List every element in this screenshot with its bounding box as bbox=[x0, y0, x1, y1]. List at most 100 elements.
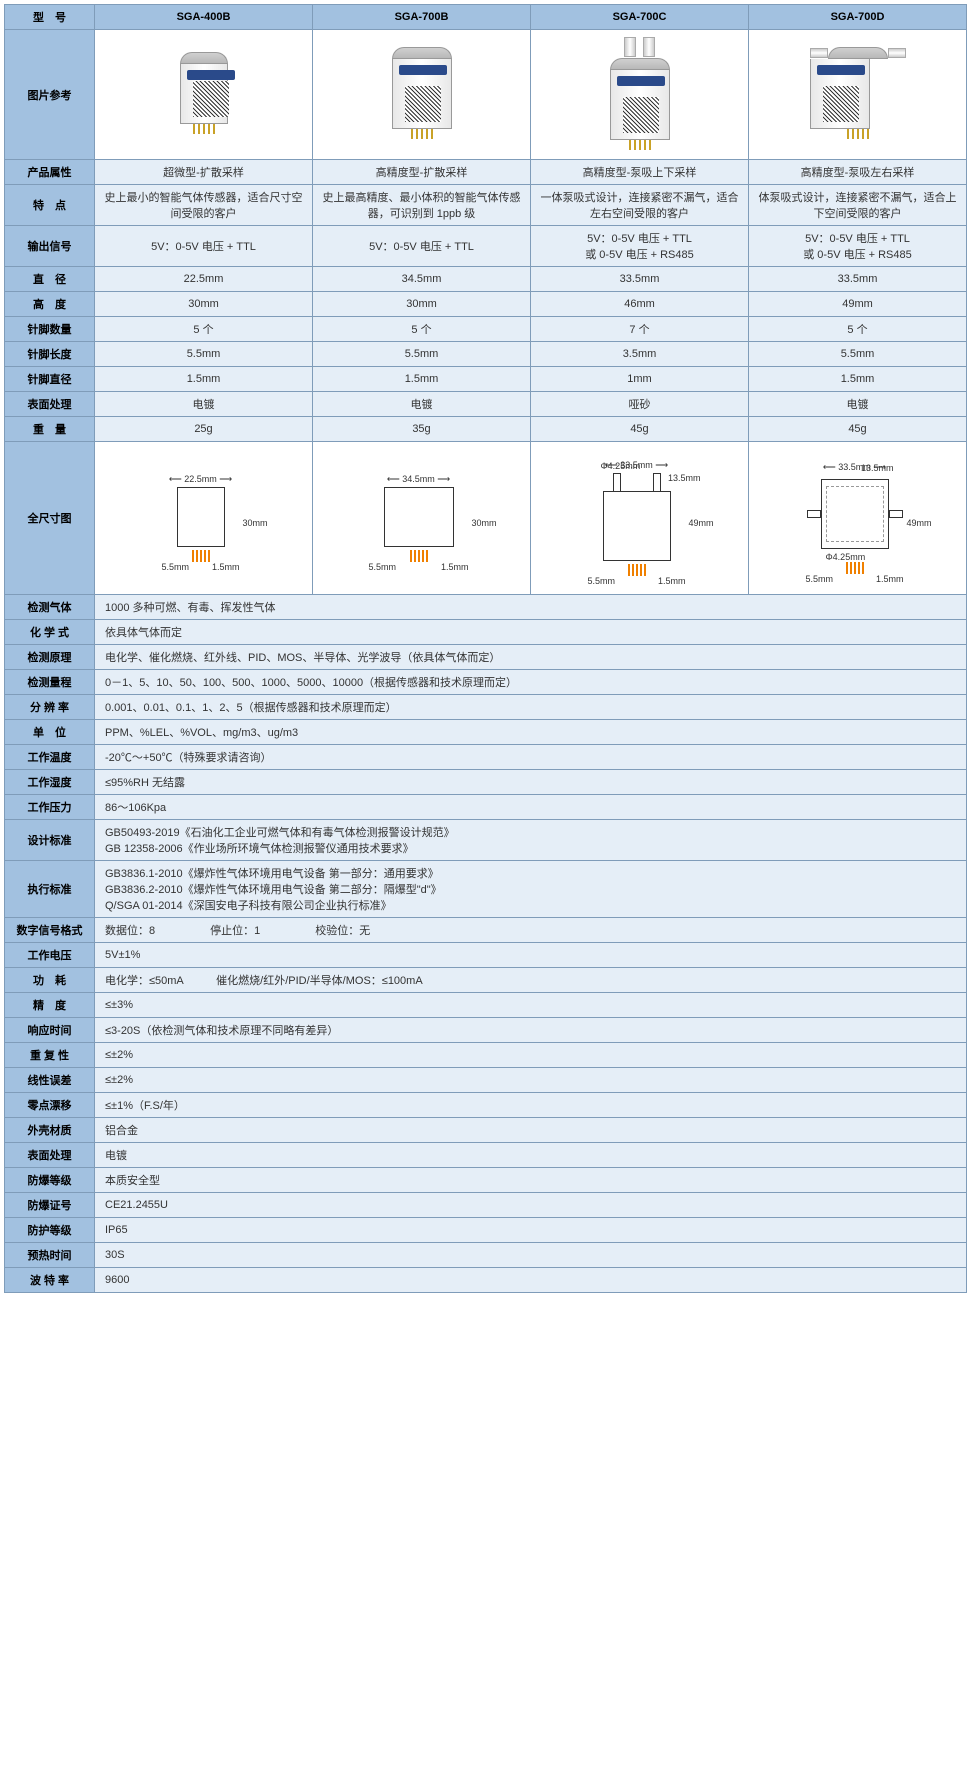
spec-cell-span: 86～106Kpa bbox=[95, 795, 967, 820]
spec-cell: 5.5mm bbox=[313, 342, 531, 367]
spec-cell: 1mm bbox=[531, 367, 749, 392]
spec-cell: 高精度型-泵吸上下采样 bbox=[531, 160, 749, 185]
row-label: 工作温度 bbox=[5, 745, 95, 770]
spec-cell: 哑砂 bbox=[531, 392, 749, 417]
header-model-3: SGA-700D bbox=[749, 5, 967, 30]
row-label: 重 复 性 bbox=[5, 1043, 95, 1068]
spec-cell-span: 铝合金 bbox=[95, 1118, 967, 1143]
spec-cell-span: GB3836.1-2010《爆炸性气体环境用电气设备 第一部分：通用要求》GB3… bbox=[95, 861, 967, 918]
dimension-diagram-2: ⟵ 33.5mm ⟶ Φ4.25mm 13.5mm 49mm 5.5mm1.5m… bbox=[564, 446, 716, 590]
spec-cell: 5V：0-5V 电压 + TTL bbox=[313, 226, 531, 267]
row-label: 化 学 式 bbox=[5, 620, 95, 645]
spec-cell: 超微型-扩散采样 bbox=[95, 160, 313, 185]
spec-cell: 高精度型-泵吸左右采样 bbox=[749, 160, 967, 185]
header-model-label: 型 号 bbox=[5, 5, 95, 30]
spec-cell-span: 9600 bbox=[95, 1268, 967, 1293]
spec-cell-span: 本质安全型 bbox=[95, 1168, 967, 1193]
spec-cell: 5V：0-5V 电压 + TTL bbox=[95, 226, 313, 267]
spec-cell: 5.5mm bbox=[95, 342, 313, 367]
row-label: 响应时间 bbox=[5, 1018, 95, 1043]
row-label: 波 特 率 bbox=[5, 1268, 95, 1293]
row-label: 全尺寸图 bbox=[5, 442, 95, 595]
row-label: 设计标准 bbox=[5, 820, 95, 861]
spec-cell-span: 依具体气体而定 bbox=[95, 620, 967, 645]
spec-cell: 史上最小的智能气体传感器，适合尺寸空间受限的客户 bbox=[95, 185, 313, 226]
spec-cell: 22.5mm bbox=[95, 267, 313, 292]
row-label: 针脚直径 bbox=[5, 367, 95, 392]
row-label: 图片参考 bbox=[5, 30, 95, 160]
row-label: 防爆证号 bbox=[5, 1193, 95, 1218]
spec-cell-span: ≤±1%（F.S/年） bbox=[95, 1093, 967, 1118]
spec-cell: 1.5mm bbox=[95, 367, 313, 392]
product-image-2 bbox=[610, 37, 670, 150]
row-label: 单 位 bbox=[5, 720, 95, 745]
spec-cell: 5 个 bbox=[313, 317, 531, 342]
spec-cell: 5V：0-5V 电压 + TTL或 0-5V 电压 + RS485 bbox=[749, 226, 967, 267]
spec-cell-span: ≤95%RH 无结露 bbox=[95, 770, 967, 795]
row-label: 高 度 bbox=[5, 292, 95, 317]
spec-cell: 25g bbox=[95, 417, 313, 442]
spec-cell: 史上最高精度、最小体积的智能气体传感器，可识别到 1ppb 级 bbox=[313, 185, 531, 226]
spec-cell: 5 个 bbox=[749, 317, 967, 342]
spec-cell-span: ≤±3% bbox=[95, 993, 967, 1018]
row-label: 预热时间 bbox=[5, 1243, 95, 1268]
spec-cell: 1.5mm bbox=[749, 367, 967, 392]
spec-cell: 电镀 bbox=[749, 392, 967, 417]
spec-cell-span: CE21.2455U bbox=[95, 1193, 967, 1218]
img-cell bbox=[531, 30, 749, 160]
spec-cell-span: 5V±1% bbox=[95, 943, 967, 968]
row-label: 检测气体 bbox=[5, 595, 95, 620]
row-label: 工作电压 bbox=[5, 943, 95, 968]
dim-cell: ⟵ 33.5mm ⟶ Φ4.25mm 13.5mm 49mm 5.5mm1.5m… bbox=[531, 442, 749, 595]
spec-cell-span: 电镀 bbox=[95, 1143, 967, 1168]
spec-cell: 体泵吸式设计，连接紧密不漏气，适合上下空间受限的客户 bbox=[749, 185, 967, 226]
spec-cell: 一体泵吸式设计，连接紧密不漏气，适合左右空间受限的客户 bbox=[531, 185, 749, 226]
row-label: 产品属性 bbox=[5, 160, 95, 185]
spec-cell: 34.5mm bbox=[313, 267, 531, 292]
row-label: 线性误差 bbox=[5, 1068, 95, 1093]
dimension-diagram-3: ⟵ 33.5mm ⟶ 13.5mm 49mm Φ4.25mm 5.5mm1.5m… bbox=[782, 448, 934, 588]
header-model-1: SGA-700B bbox=[313, 5, 531, 30]
img-cell bbox=[749, 30, 967, 160]
spec-cell-span: IP65 bbox=[95, 1218, 967, 1243]
img-cell bbox=[313, 30, 531, 160]
spec-cell-span: 0－1、5、10、50、100、500、1000、5000、10000（根据传感… bbox=[95, 670, 967, 695]
row-label: 针脚数量 bbox=[5, 317, 95, 342]
spec-cell: 7 个 bbox=[531, 317, 749, 342]
dim-cell: ⟵ 33.5mm ⟶ 13.5mm 49mm Φ4.25mm 5.5mm1.5m… bbox=[749, 442, 967, 595]
row-label: 工作湿度 bbox=[5, 770, 95, 795]
dim-cell: ⟵ 22.5mm ⟶ 30mm 5.5mm1.5mm bbox=[95, 442, 313, 595]
row-label: 表面处理 bbox=[5, 392, 95, 417]
spec-cell: 33.5mm bbox=[531, 267, 749, 292]
spec-table: 型 号SGA-400BSGA-700BSGA-700CSGA-700D图片参考 … bbox=[4, 4, 967, 1293]
row-label: 分 辨 率 bbox=[5, 695, 95, 720]
spec-cell: 49mm bbox=[749, 292, 967, 317]
spec-cell-span: -20℃～+50℃（特殊要求请咨询） bbox=[95, 745, 967, 770]
spec-cell-span: PPM、%LEL、%VOL、mg/m3、ug/m3 bbox=[95, 720, 967, 745]
spec-cell: 3.5mm bbox=[531, 342, 749, 367]
product-image-1 bbox=[392, 47, 452, 139]
dimension-diagram-0: ⟵ 22.5mm ⟶ 30mm 5.5mm1.5mm bbox=[138, 460, 270, 576]
header-model-0: SGA-400B bbox=[95, 5, 313, 30]
row-label: 防爆等级 bbox=[5, 1168, 95, 1193]
row-label: 输出信号 bbox=[5, 226, 95, 267]
row-label: 针脚长度 bbox=[5, 342, 95, 367]
product-image-3 bbox=[810, 47, 906, 139]
row-label: 特 点 bbox=[5, 185, 95, 226]
row-label: 零点漂移 bbox=[5, 1093, 95, 1118]
spec-cell: 电镀 bbox=[313, 392, 531, 417]
row-label: 表面处理 bbox=[5, 1143, 95, 1168]
spec-cell: 33.5mm bbox=[749, 267, 967, 292]
row-label: 数字信号格式 bbox=[5, 918, 95, 943]
spec-cell: 5 个 bbox=[95, 317, 313, 342]
spec-cell: 5.5mm bbox=[749, 342, 967, 367]
spec-cell-span: GB50493-2019《石油化工企业可燃气体和有毒气体检测报警设计规范》GB … bbox=[95, 820, 967, 861]
img-cell bbox=[95, 30, 313, 160]
spec-cell-span: 0.001、0.01、0.1、1、2、5（根据传感器和技术原理而定） bbox=[95, 695, 967, 720]
row-label: 检测原理 bbox=[5, 645, 95, 670]
spec-cell: 45g bbox=[531, 417, 749, 442]
spec-cell: 1.5mm bbox=[313, 367, 531, 392]
row-label: 工作压力 bbox=[5, 795, 95, 820]
product-image-0 bbox=[180, 52, 228, 134]
row-label: 防护等级 bbox=[5, 1218, 95, 1243]
